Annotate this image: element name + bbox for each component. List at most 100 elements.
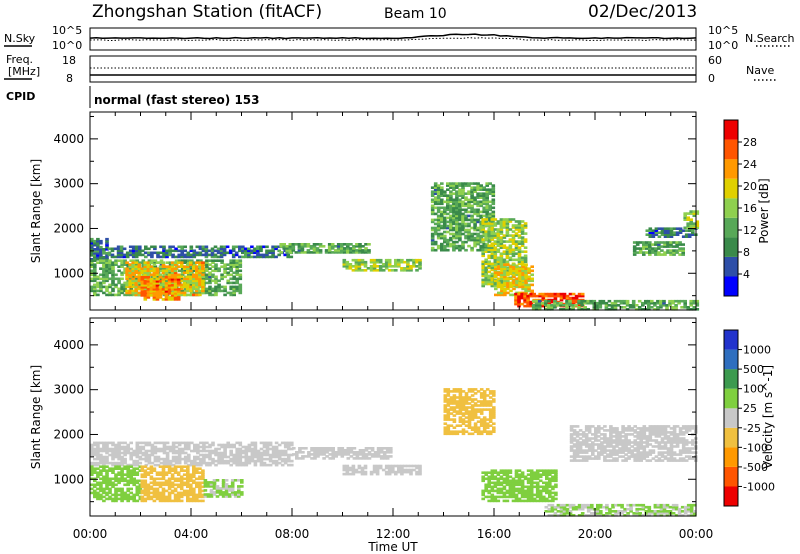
data-cell: [176, 284, 181, 287]
data-cell: [288, 249, 293, 252]
data-cell: [446, 398, 451, 401]
data-cell: [93, 269, 97, 273]
data-cell: [158, 261, 163, 264]
data-cell: [449, 430, 454, 433]
data-cell: [518, 285, 522, 289]
data-cell: [449, 218, 453, 222]
data-cell: [436, 234, 441, 238]
data-cell: [470, 236, 474, 240]
data-cell: [485, 194, 489, 197]
data-cell: [464, 208, 468, 212]
data-cell: [114, 273, 118, 277]
data-cell: [93, 467, 97, 470]
data-cell: [675, 245, 679, 248]
data-cell: [493, 254, 498, 258]
data-cell: [527, 283, 531, 287]
data-cell: [436, 200, 441, 204]
data-cell: [301, 451, 305, 454]
data-cell: [165, 445, 170, 449]
data-cell: [316, 455, 320, 458]
data-cell: [482, 194, 486, 197]
data-cell: [180, 251, 184, 255]
data-cell: [105, 445, 109, 449]
data-cell: [455, 430, 460, 433]
data-cell: [663, 231, 668, 234]
data-cell: [484, 276, 488, 280]
data-cell: [186, 493, 190, 497]
data-cell: [523, 304, 527, 308]
data-cell: [503, 273, 507, 277]
data-cell: [357, 260, 362, 264]
data-cell: [108, 293, 112, 297]
data-cell: [99, 254, 103, 257]
data-cell: [381, 265, 386, 268]
data-cell: [452, 236, 456, 240]
data-cell: [170, 491, 175, 495]
data-cell: [309, 245, 314, 248]
data-cell: [479, 424, 484, 427]
data-cell: [162, 285, 167, 289]
data-cell: [219, 245, 224, 249]
data-cell: [153, 463, 158, 467]
data-cell: [117, 259, 121, 262]
data-cell: [93, 461, 97, 465]
data-cell: [524, 267, 528, 270]
velocity-region-4: [292, 447, 393, 460]
data-cell: [259, 453, 264, 457]
data-cell: [182, 283, 187, 287]
data-cell: [129, 465, 133, 468]
data-cell: [170, 280, 175, 283]
data-cell: [206, 485, 211, 488]
data-cell: [458, 206, 462, 210]
data-cell: [201, 493, 205, 497]
data-cell: [436, 184, 441, 187]
data-cell: [485, 246, 489, 250]
data-cell: [195, 289, 199, 293]
data-cell: [186, 255, 191, 259]
data-cell: [574, 294, 579, 298]
data-cell: [651, 229, 656, 232]
data-cell: [162, 247, 166, 251]
data-cell: [467, 230, 471, 234]
data-cell: [143, 290, 148, 293]
data-cell: [108, 263, 112, 266]
data-cell: [511, 479, 516, 483]
data-cell: [111, 499, 115, 503]
data-cell: [173, 261, 178, 264]
data-cell: [192, 273, 196, 277]
data-cell: [547, 294, 552, 298]
data-cell: [90, 248, 94, 251]
data-cell: [488, 404, 493, 407]
data-cell: [161, 491, 166, 495]
data-cell: [409, 258, 413, 262]
data-cell: [523, 499, 528, 503]
data-cell: [186, 277, 190, 281]
data-cell: [458, 238, 462, 242]
data-cell: [394, 265, 398, 268]
data-cell: [496, 256, 501, 260]
data-cell: [452, 246, 456, 250]
data-cell: [140, 497, 145, 501]
data-cell: [265, 255, 269, 259]
data-cell: [375, 269, 380, 272]
data-cell: [147, 259, 152, 262]
data-cell: [190, 259, 194, 262]
data-cell: [521, 263, 525, 266]
data-cell: [482, 242, 486, 246]
data-cell: [99, 461, 103, 465]
data-cell: [514, 302, 518, 306]
data-cell: [535, 294, 539, 298]
data-cell: [458, 234, 462, 238]
data-cell: [638, 249, 643, 252]
data-cell: [220, 457, 224, 461]
data-cell: [455, 194, 459, 197]
data-cell: [102, 461, 106, 465]
data-cell: [180, 289, 185, 293]
data-cell: [473, 226, 477, 230]
data-cell: [476, 408, 481, 411]
data-cell: [502, 252, 507, 255]
data-cell: [505, 256, 510, 260]
data-cell: [464, 402, 469, 405]
data-cell: [648, 231, 653, 234]
data-cell: [138, 483, 143, 487]
